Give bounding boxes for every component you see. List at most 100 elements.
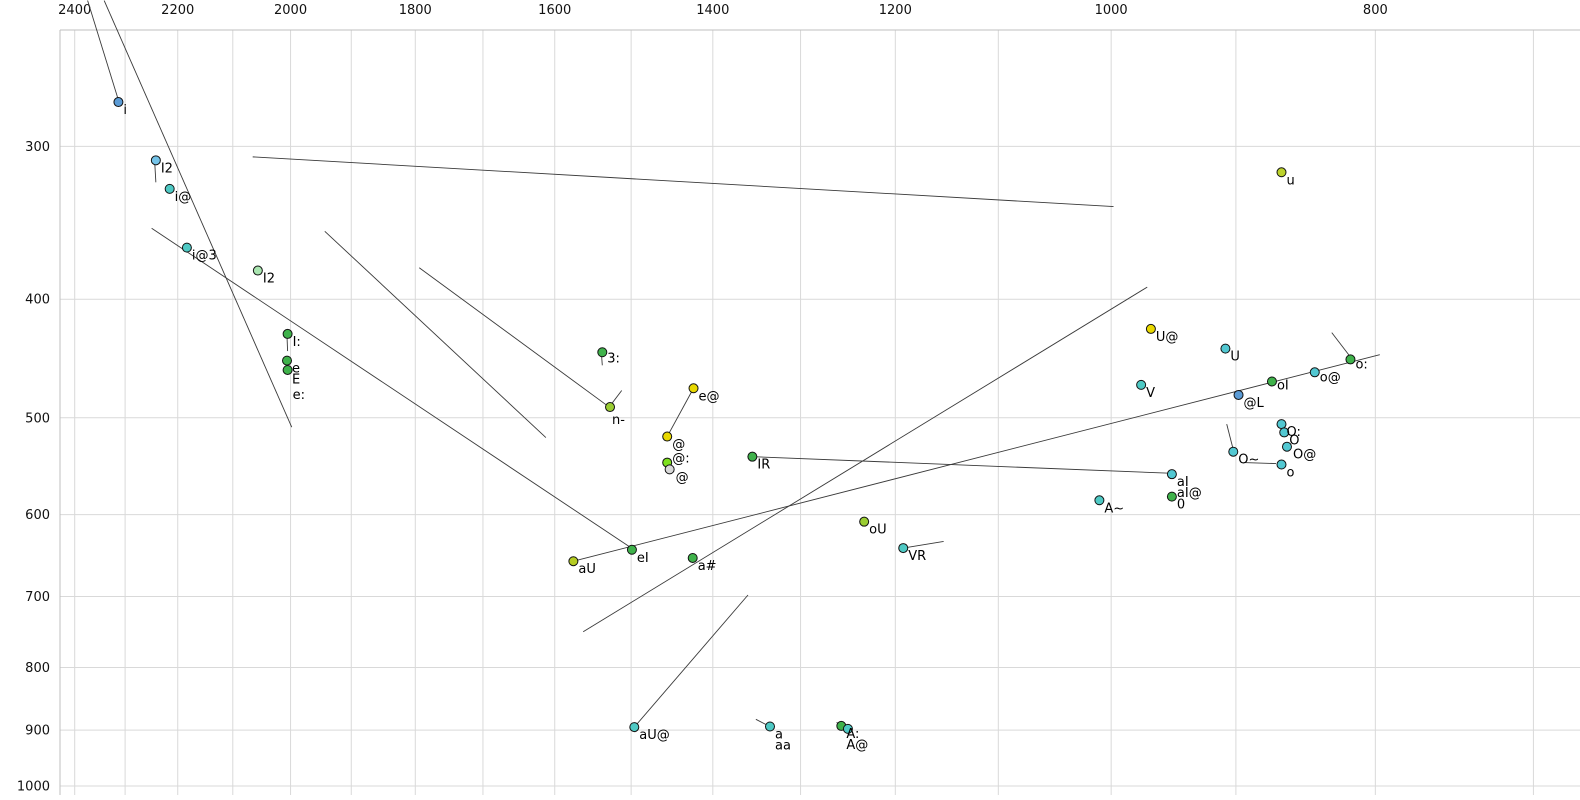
vowel-point- <box>662 431 673 442</box>
vowel-point-U <box>1220 343 1231 354</box>
y-axis-tick-label: 1000 <box>17 780 50 795</box>
vowel-label: aI <box>1177 475 1189 490</box>
vowel-point-e <box>688 383 699 394</box>
vowel-label: E <box>292 373 300 388</box>
vowel-point-n <box>605 402 616 413</box>
vowel-label: a# <box>698 559 717 574</box>
vowel-label: V <box>1146 386 1155 401</box>
vowel-point-L <box>1233 389 1244 400</box>
vowel-point-eI <box>626 544 637 555</box>
vowel-point-a <box>764 721 775 732</box>
vowel-label: o: <box>1355 357 1367 372</box>
trajectory-line <box>903 540 944 549</box>
vowel-label: aU@ <box>639 728 669 743</box>
vowel-label: u <box>1286 173 1294 188</box>
trajectory-line <box>1226 423 1234 450</box>
vowel-label: oI <box>1277 378 1289 393</box>
vowel-label: 0 <box>1177 498 1185 513</box>
vowel-label: o@ <box>1320 370 1341 385</box>
vowel-point-O <box>1276 419 1287 430</box>
vowel-point-o <box>1345 354 1356 365</box>
vowel-point-a <box>687 552 698 563</box>
vowel-label: I: <box>293 335 301 350</box>
vowel-label: aI@ <box>1177 486 1202 501</box>
trajectory-line <box>1331 332 1351 358</box>
vowel-label: @L <box>1244 396 1265 411</box>
vowel-label: e@ <box>699 389 720 404</box>
vowel-label: e <box>292 362 300 377</box>
vowel-label: e: <box>293 388 305 403</box>
vowel-label: U <box>1230 350 1240 365</box>
vowel-label: i@ <box>175 190 192 205</box>
vowel-label: O@ <box>1293 448 1316 463</box>
vowel-point-O <box>1281 441 1292 452</box>
vowel-point-aU <box>629 722 640 733</box>
vowel-label: o <box>1286 466 1294 481</box>
vowel-point-oI <box>1266 376 1277 387</box>
trajectory-line <box>151 227 633 550</box>
x-axis-tick-label: 1200 <box>879 3 912 18</box>
vowel-point-o <box>1309 367 1320 378</box>
vowel-point-e <box>282 355 293 366</box>
vowel-label: A: <box>846 727 859 742</box>
vowel-point-oU <box>859 516 870 527</box>
vowel-point-O <box>1279 427 1290 438</box>
trajectory-line <box>418 267 608 407</box>
vowel-point-i <box>113 97 124 108</box>
x-axis-tick-label: 2400 <box>58 3 91 18</box>
vowel-label: aa <box>775 739 791 754</box>
trajectory-line <box>103 0 293 428</box>
vowel-label: VR <box>908 549 926 564</box>
vowel-label: O: <box>1286 425 1300 440</box>
vowel-label: A~ <box>1104 501 1124 516</box>
vowel-label: I2 <box>263 272 275 287</box>
vowel-label: @ <box>672 438 685 453</box>
vowel-point-3 <box>597 347 608 358</box>
x-axis-tick-label: 800 <box>1363 3 1388 18</box>
y-axis-tick-label: 700 <box>25 590 50 605</box>
vowel-point-i3 <box>181 242 192 253</box>
vowel-label: 3: <box>607 351 620 366</box>
y-axis-tick-label: 600 <box>25 508 50 523</box>
vowel-point- <box>664 464 675 475</box>
vowel-point-o <box>1276 459 1287 470</box>
vowel-label: i <box>123 103 127 118</box>
vowel-label: a <box>775 728 783 743</box>
vowel-label: aU <box>578 562 595 577</box>
trajectory-line <box>87 0 119 101</box>
x-axis-tick-label: 1800 <box>399 3 432 18</box>
vowel-point-U <box>1145 323 1156 334</box>
x-axis-tick-label: 1000 <box>1095 3 1128 18</box>
vowel-label: eI <box>637 551 649 566</box>
vowel-point-I2 <box>150 155 161 166</box>
vowel-point-I2 <box>252 265 263 276</box>
vowel-label: U@ <box>1156 330 1179 345</box>
x-axis-tick-label: 1600 <box>538 3 571 18</box>
vowel-point-aU <box>568 556 579 567</box>
vowel-label: i@3 <box>192 249 217 264</box>
vowel-point-IR <box>747 451 758 462</box>
vowel-point-u <box>1276 167 1287 178</box>
y-axis-tick-label: 400 <box>25 293 50 308</box>
vowel-point-0 <box>1166 491 1177 502</box>
vowel-point <box>842 723 853 734</box>
vowel-label: I2 <box>161 161 173 176</box>
vowel-label: O <box>1289 433 1299 448</box>
trajectory-line <box>252 156 1114 208</box>
vowel-point-O <box>1228 446 1239 457</box>
vowel-point-V <box>1136 379 1147 390</box>
y-axis-tick-label: 800 <box>25 661 50 676</box>
y-axis-tick-label: 500 <box>25 411 50 426</box>
y-axis-tick-label: 300 <box>25 140 50 155</box>
y-axis-tick-label: 900 <box>25 724 50 739</box>
trajectory-line <box>633 594 749 728</box>
vowel-point-i <box>164 183 175 194</box>
trajectory-line <box>1243 462 1277 464</box>
trajectory-line <box>666 388 694 437</box>
vowel-point-aI <box>1166 469 1177 480</box>
vowel-label: oU <box>869 523 886 538</box>
vowel-point-e <box>282 364 293 375</box>
vowel-label: @ <box>676 470 689 485</box>
x-axis-tick-label: 2200 <box>161 3 194 18</box>
